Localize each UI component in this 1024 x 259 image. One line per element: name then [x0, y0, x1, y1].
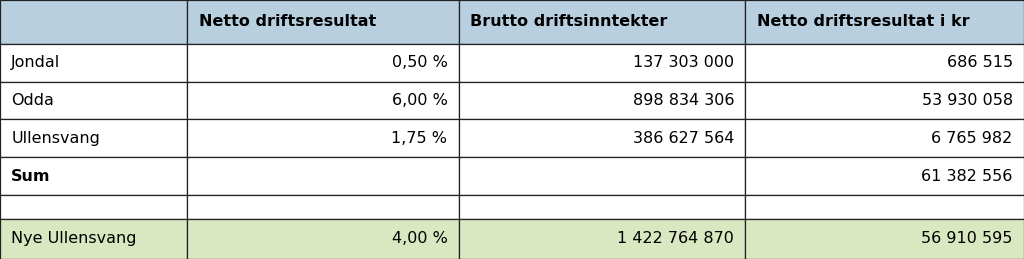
Text: Ullensvang: Ullensvang — [11, 131, 100, 146]
Text: 1 422 764 870: 1 422 764 870 — [617, 231, 734, 246]
Text: Netto driftsresultat i kr: Netto driftsresultat i kr — [757, 15, 970, 29]
Text: 56 910 595: 56 910 595 — [922, 231, 1013, 246]
Bar — [745, 82, 1024, 119]
Bar — [745, 44, 1024, 82]
Bar — [187, 195, 459, 219]
Bar — [459, 82, 745, 119]
Bar — [0, 44, 187, 82]
Bar — [187, 82, 459, 119]
Bar — [187, 44, 459, 82]
Bar — [187, 157, 459, 195]
Bar — [459, 44, 745, 82]
Bar — [459, 219, 745, 259]
Bar — [0, 0, 187, 44]
Bar — [0, 195, 187, 219]
Text: Sum: Sum — [11, 169, 51, 184]
Bar — [745, 119, 1024, 157]
Bar — [745, 0, 1024, 44]
Text: 1,75 %: 1,75 % — [391, 131, 447, 146]
Bar — [459, 0, 745, 44]
Text: 0,50 %: 0,50 % — [391, 55, 447, 70]
Text: 53 930 058: 53 930 058 — [922, 93, 1013, 108]
Bar — [187, 0, 459, 44]
Text: 6,00 %: 6,00 % — [391, 93, 447, 108]
Text: Netto driftsresultat: Netto driftsresultat — [199, 15, 376, 29]
Text: Jondal: Jondal — [11, 55, 60, 70]
Bar — [745, 195, 1024, 219]
Text: 4,00 %: 4,00 % — [391, 231, 447, 246]
Bar — [745, 219, 1024, 259]
Text: 61 382 556: 61 382 556 — [922, 169, 1013, 184]
Bar — [0, 219, 187, 259]
Bar — [187, 219, 459, 259]
Text: Nye Ullensvang: Nye Ullensvang — [11, 231, 137, 246]
Bar — [187, 119, 459, 157]
Bar — [459, 195, 745, 219]
Text: 137 303 000: 137 303 000 — [633, 55, 734, 70]
Text: 6 765 982: 6 765 982 — [932, 131, 1013, 146]
Text: Odda: Odda — [11, 93, 54, 108]
Text: 686 515: 686 515 — [946, 55, 1013, 70]
Bar — [745, 157, 1024, 195]
Bar — [0, 82, 187, 119]
Bar — [0, 157, 187, 195]
Text: Brutto driftsinntekter: Brutto driftsinntekter — [470, 15, 668, 29]
Bar — [459, 157, 745, 195]
Text: 386 627 564: 386 627 564 — [633, 131, 734, 146]
Bar — [459, 119, 745, 157]
Text: 898 834 306: 898 834 306 — [633, 93, 734, 108]
Bar — [0, 119, 187, 157]
